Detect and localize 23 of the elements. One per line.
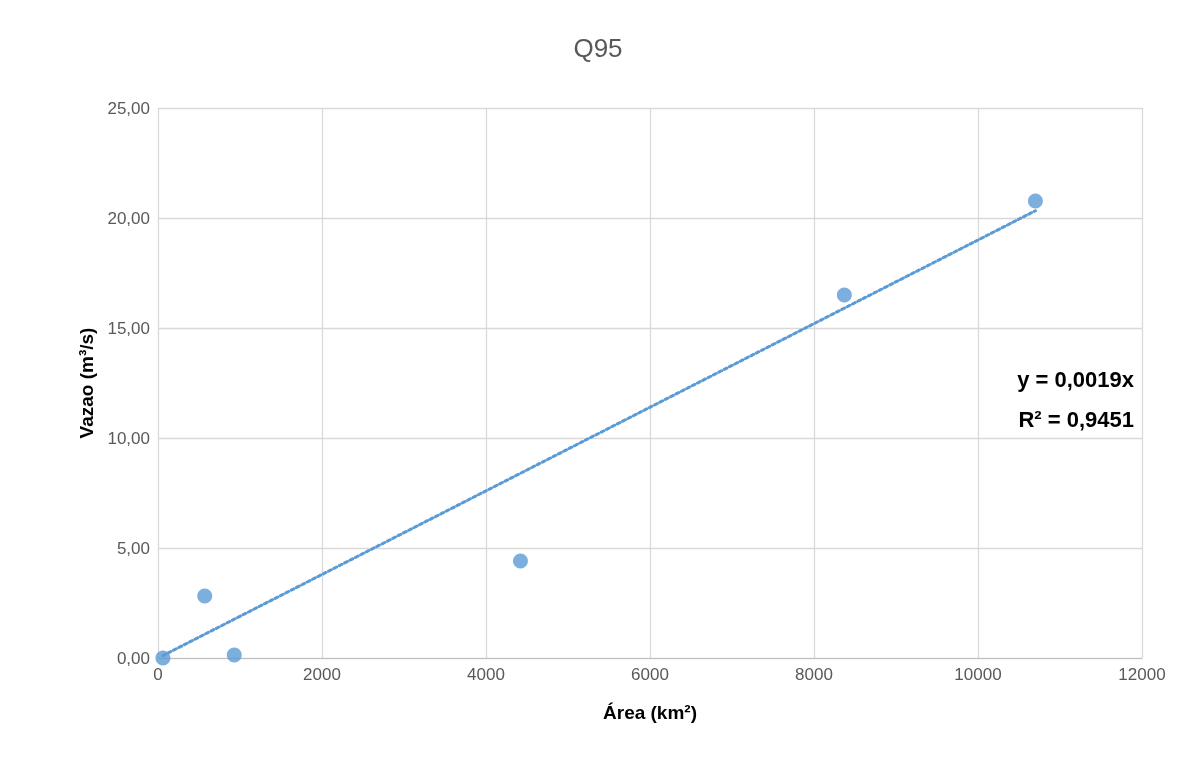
point bbox=[512, 553, 528, 569]
y-tick-label: 15,00 bbox=[107, 318, 150, 338]
x-tick-label: 6000 bbox=[631, 665, 669, 684]
x-tick-label: 8000 bbox=[795, 665, 833, 684]
y-tick-label: 5,00 bbox=[116, 538, 150, 558]
y-tick-label: 25,00 bbox=[107, 98, 150, 118]
y-axis-title: Vazao (m³/s) bbox=[76, 327, 97, 439]
annotation: y = 0,0019x bbox=[1017, 366, 1135, 392]
y-tick-label: 10,00 bbox=[107, 428, 150, 448]
annotation: R² = 0,9451 bbox=[1018, 406, 1134, 432]
x-tick-label: 12000 bbox=[1118, 665, 1166, 684]
y-tick-label: 20,00 bbox=[107, 208, 150, 228]
point bbox=[197, 588, 213, 604]
chart-title: Q95 bbox=[573, 33, 623, 63]
x-tick-label: 0 bbox=[153, 665, 163, 684]
x-tick-label: 4000 bbox=[467, 665, 505, 684]
x-tick-label: 10000 bbox=[954, 665, 1002, 684]
x-tick-label: 2000 bbox=[303, 665, 341, 684]
x-axis-title: Área (km²) bbox=[603, 702, 697, 723]
point bbox=[836, 287, 852, 303]
point bbox=[226, 647, 242, 663]
point bbox=[1027, 193, 1043, 209]
y-tick-label: 0,00 bbox=[116, 648, 150, 668]
